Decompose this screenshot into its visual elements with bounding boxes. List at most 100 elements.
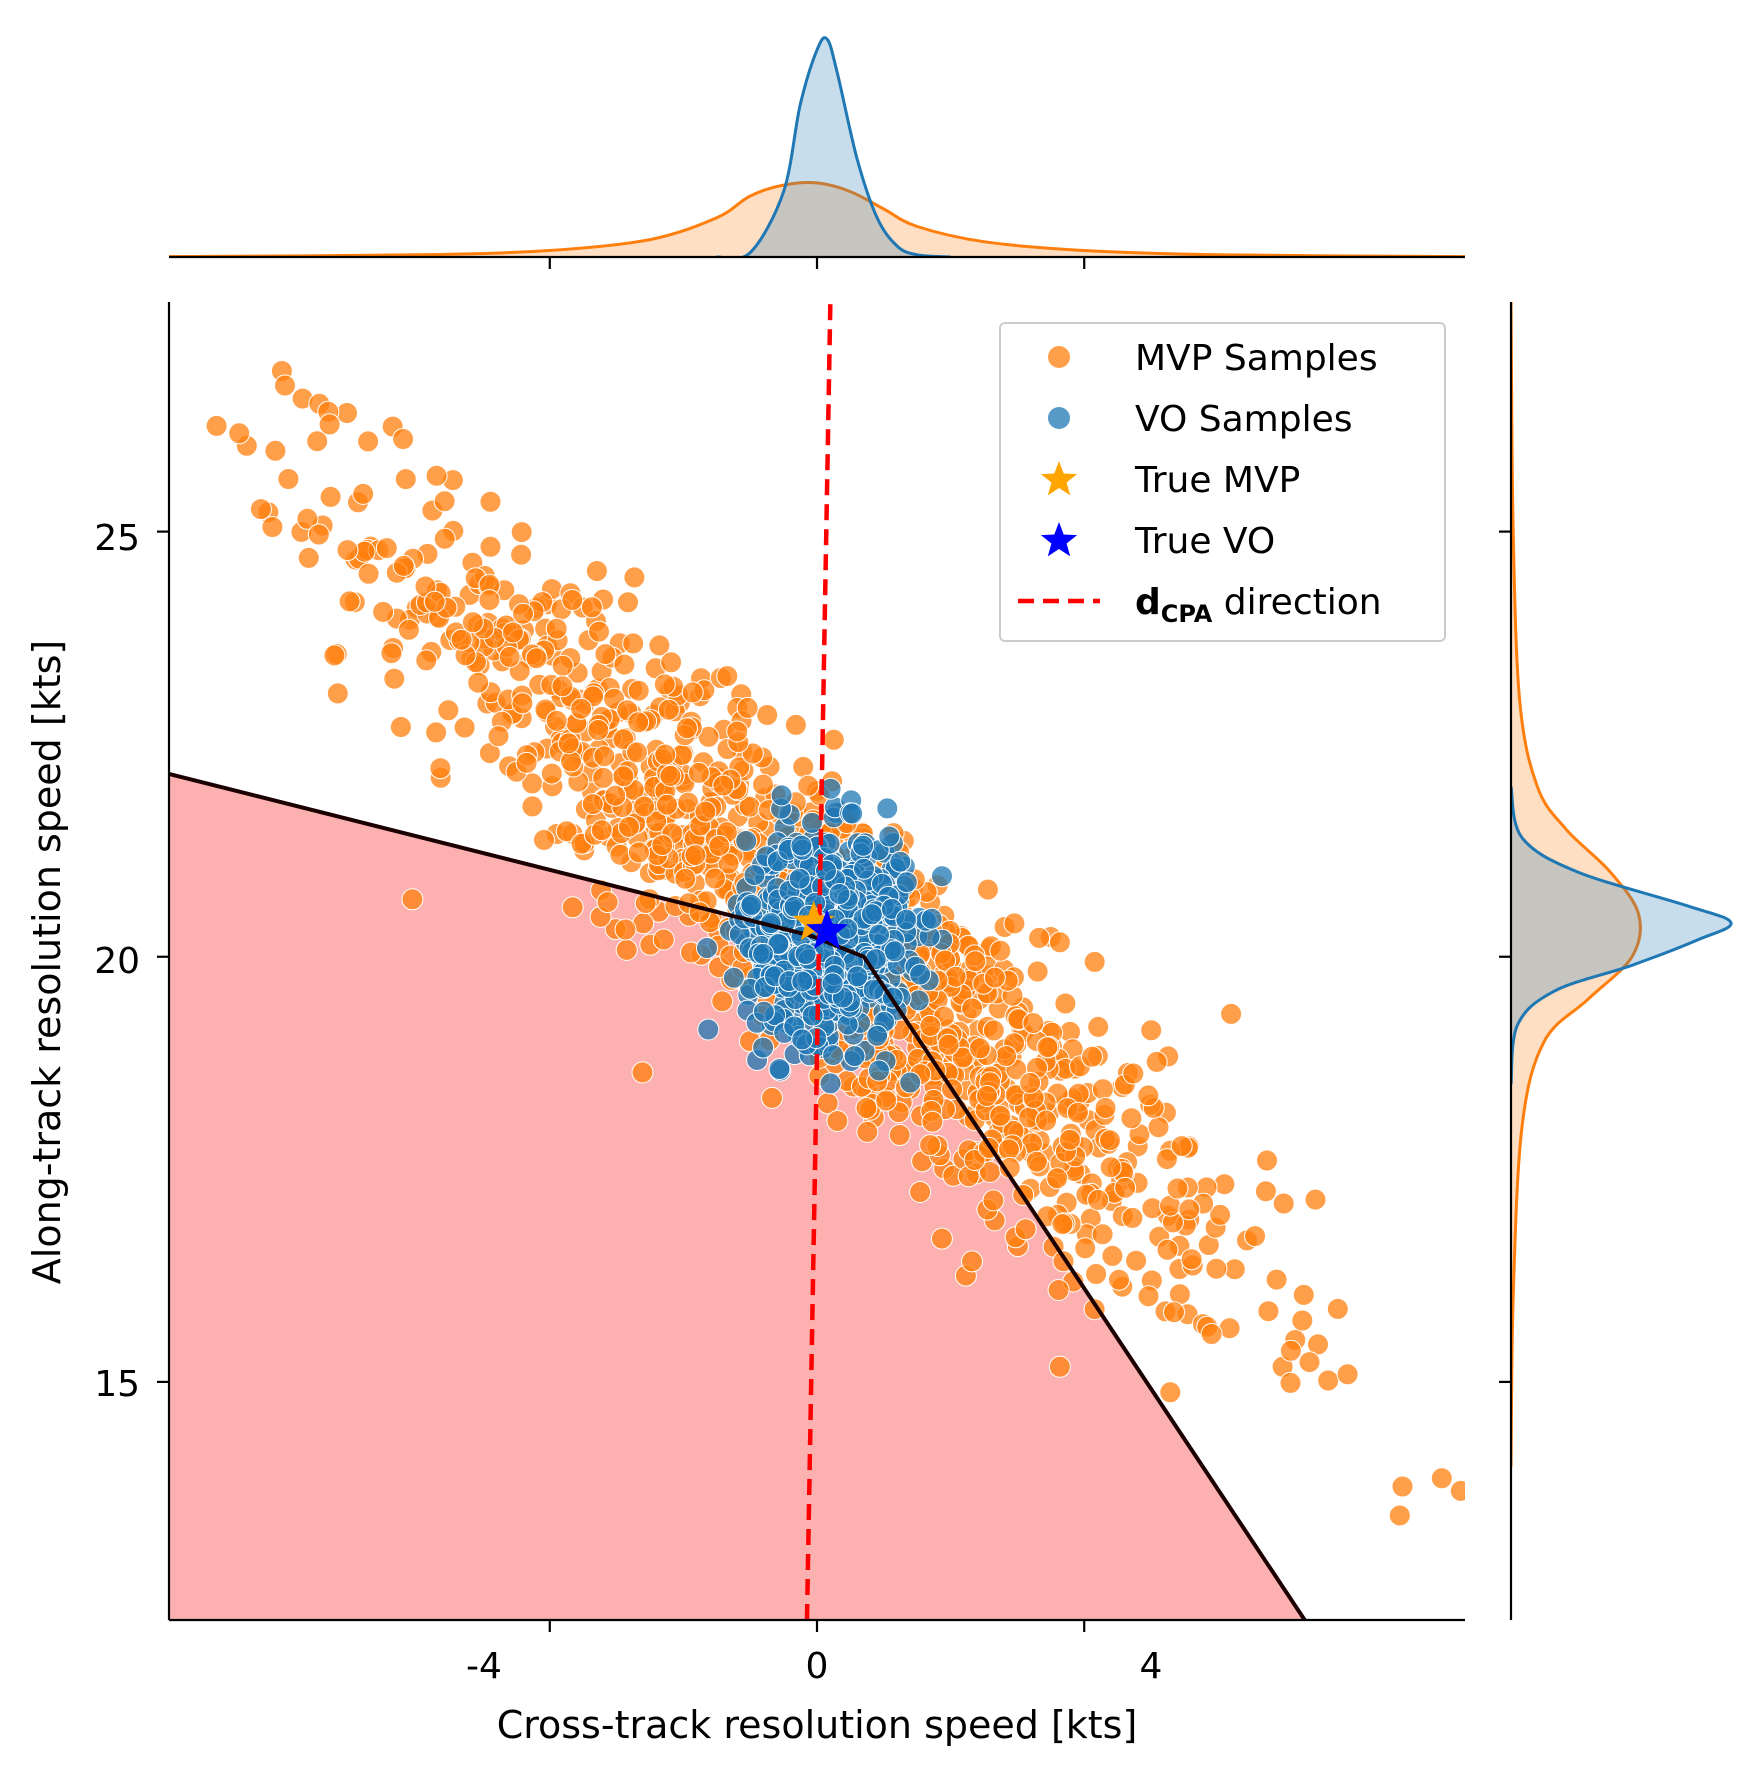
mvp-sample-point — [580, 596, 603, 619]
mvp-sample-point — [453, 716, 476, 739]
mvp-sample-point — [394, 468, 417, 491]
vo-sample-point — [822, 1044, 845, 1067]
mvp-sample-point — [425, 721, 448, 744]
mvp-sample-point — [570, 697, 593, 720]
mvp-sample-point — [660, 651, 683, 674]
mvp-sample-point — [1003, 912, 1026, 935]
mvp-sample-point — [1170, 1135, 1193, 1158]
vo-sample-point — [735, 830, 758, 852]
legend-vo-marker — [1048, 407, 1070, 429]
vo-sample-point — [697, 1018, 720, 1041]
mvp-sample-point — [551, 675, 574, 698]
legend-true-vo-star — [1040, 522, 1078, 557]
mvp-sample-point — [1014, 1218, 1037, 1241]
mvp-sample-point — [1026, 960, 1049, 983]
mvp-sample-point — [951, 1046, 974, 1069]
mvp-sample-point — [626, 741, 648, 764]
mvp-sample-point — [937, 1033, 960, 1056]
mvp-sample-point — [1022, 1012, 1045, 1035]
mvp-sample-point — [1147, 1116, 1170, 1139]
mvp-sample-point — [1307, 1333, 1329, 1356]
mvp-sample-point — [588, 620, 610, 643]
mvp-sample-point — [205, 414, 228, 437]
mvp-sample-point — [590, 819, 613, 842]
mvp-sample-point — [1140, 1019, 1163, 1042]
mvp-sample-point — [228, 422, 251, 445]
y-tick-label: 15 — [94, 1364, 140, 1405]
vo-sample-point — [853, 857, 875, 880]
mvp-sample-point — [687, 761, 710, 784]
mvp-sample-point — [1066, 1101, 1089, 1124]
legend-mvp-label: MVP Samples — [1135, 338, 1378, 379]
mvp-sample-point — [627, 679, 650, 702]
mvp-sample-point — [909, 1181, 932, 1203]
mvp-sample-point — [415, 649, 438, 672]
vo-sample-point — [889, 850, 912, 873]
mvp-sample-point — [654, 743, 677, 766]
dcpa-direction-line — [804, 302, 833, 1620]
mvp-sample-point — [1054, 992, 1077, 1015]
mvp-sample-point — [856, 1120, 879, 1143]
mvp-sample-point — [357, 562, 380, 585]
mvp-sample-point — [512, 602, 534, 625]
mvp-sample-point — [756, 704, 779, 726]
mvp-sample-point — [1085, 1263, 1108, 1285]
mvp-sample-point — [596, 891, 619, 914]
vo-sample-point — [819, 1072, 842, 1095]
x-axis-label: Cross-track resolution speed [kts] — [497, 1703, 1138, 1747]
mvp-sample-point — [741, 742, 764, 765]
mvp-sample-point — [525, 647, 548, 670]
mvp-sample-point — [389, 716, 412, 738]
mvp-sample-point — [338, 590, 361, 613]
vo-sample-point — [768, 1058, 791, 1080]
mvp-sample-point — [352, 482, 375, 505]
mvp-sample-point — [1449, 1479, 1465, 1502]
mvp-sample-point — [989, 1104, 1012, 1127]
mvp-sample-point — [656, 793, 678, 816]
mvp-sample-point — [319, 485, 342, 508]
mvp-sample-point — [623, 566, 646, 589]
mvp-sample-point — [711, 990, 734, 1013]
mvp-sample-point — [919, 1134, 942, 1157]
mvp-sample-point — [515, 751, 538, 774]
mvp-sample-point — [1504, 1482, 1525, 1503]
mvp-sample-point — [425, 464, 448, 487]
mvp-sample-point — [1180, 1248, 1203, 1271]
mvp-sample-point — [510, 543, 533, 566]
mvp-sample-point — [1059, 1128, 1081, 1151]
mvp-sample-point — [1099, 1129, 1121, 1152]
mvp-sample-point — [653, 673, 676, 696]
mvp-sample-point — [716, 665, 739, 688]
vo-sample-point — [752, 942, 775, 965]
mvp-sample-point — [1145, 1050, 1168, 1073]
mvp-sample-point — [467, 671, 490, 694]
mvp-sample-point — [296, 507, 319, 530]
vo-sample-point — [790, 834, 813, 857]
vo-sample-point — [878, 825, 901, 848]
vo-sample-point — [841, 802, 864, 825]
mvp-sample-point — [479, 490, 502, 513]
mvp-sample-point — [1051, 1213, 1074, 1236]
mvp-sample-point — [622, 632, 645, 655]
mvp-sample-point — [684, 844, 707, 867]
mvp-sample-point — [433, 490, 456, 513]
mvp-sample-point — [1074, 1237, 1097, 1260]
mvp-sample-point — [545, 709, 568, 732]
vo-sample-point — [767, 932, 790, 955]
mvp-sample-point — [1048, 1355, 1071, 1378]
mvp-sample-point — [555, 820, 578, 843]
mvp-sample-point — [1025, 1150, 1048, 1173]
mvp-sample-point — [1028, 926, 1051, 949]
mvp-sample-point — [429, 757, 452, 780]
legend-dcpa-bold: d — [1135, 582, 1161, 623]
vo-sample-point — [846, 965, 869, 988]
mvp-sample-point — [1094, 1097, 1117, 1119]
mvp-sample-point — [521, 795, 544, 818]
mvp-sample-point — [944, 965, 967, 988]
mvp-sample-point — [551, 654, 574, 677]
mvp-sample-point — [784, 713, 807, 736]
vo-samples — [696, 777, 954, 1095]
mvp-sample-point — [336, 539, 359, 562]
mvp-sample-point — [1304, 1188, 1327, 1211]
mvp-sample-point — [752, 773, 774, 796]
